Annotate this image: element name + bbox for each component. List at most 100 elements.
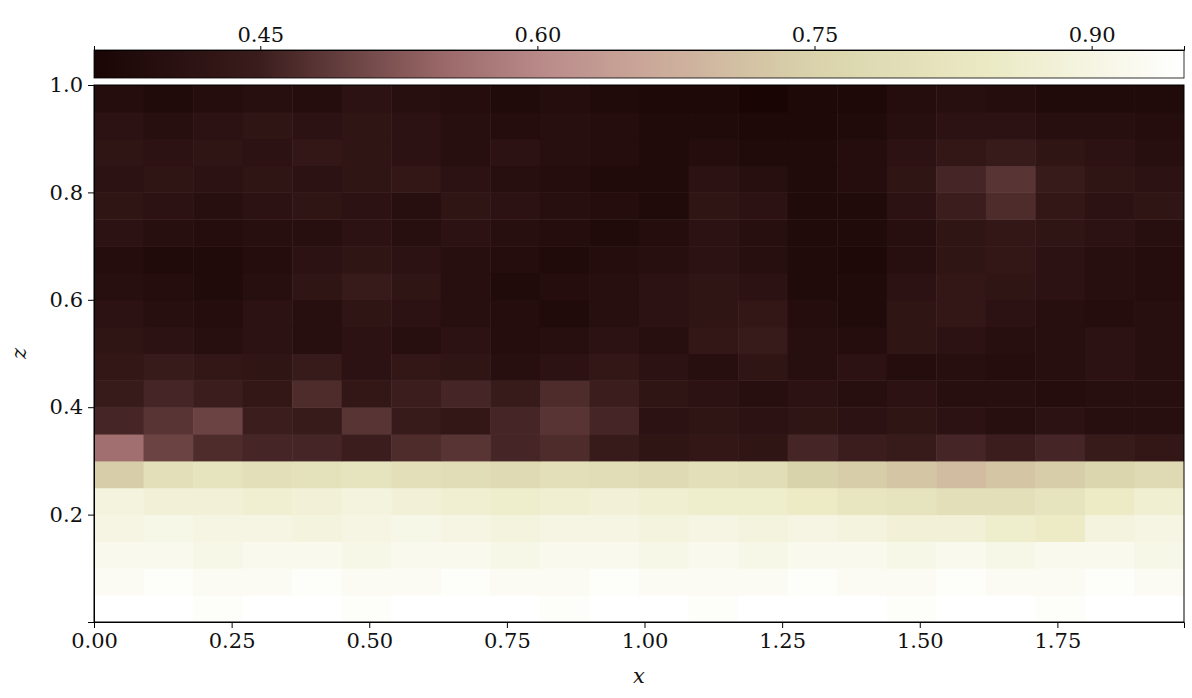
heatmap-cell <box>639 541 689 568</box>
heatmap-cell <box>1035 488 1085 515</box>
colorbar-axis: 0.450.600.750.90 <box>95 23 1185 51</box>
heatmap-cell <box>193 515 243 542</box>
heatmap-cell <box>986 219 1036 246</box>
heatmap-cell <box>193 273 243 300</box>
heatmap-cell <box>1035 139 1085 166</box>
heatmap-cell <box>738 407 788 434</box>
heatmap-cell <box>441 219 491 246</box>
heatmap-cell <box>1035 300 1085 327</box>
heatmap-cell <box>788 273 838 300</box>
tick-mark <box>88 85 94 86</box>
heatmap-cell <box>540 139 590 166</box>
heatmap-cell <box>788 85 838 112</box>
heatmap-cell <box>1035 166 1085 193</box>
heatmap-cell <box>1035 541 1085 568</box>
heatmap-cell <box>94 327 144 354</box>
heatmap-cell <box>589 246 639 273</box>
heatmap-cell <box>490 515 540 542</box>
heatmap-cell <box>391 273 441 300</box>
tick: 0.2 <box>50 503 94 527</box>
heatmap-cell <box>887 300 937 327</box>
heatmap-cell <box>342 488 392 515</box>
heatmap-cell <box>540 515 590 542</box>
heatmap-cell <box>94 85 144 112</box>
heatmap-cell <box>986 595 1036 622</box>
heatmap-cell <box>243 300 293 327</box>
heatmap-cell <box>144 192 194 219</box>
heatmap-cell <box>94 488 144 515</box>
heatmap-cell <box>490 595 540 622</box>
heatmap-cell <box>738 273 788 300</box>
heatmap-cell <box>1134 273 1184 300</box>
plot-frame <box>94 85 1184 622</box>
heatmap-cell <box>490 300 540 327</box>
tick-label: 0.25 <box>209 629 256 653</box>
heatmap-cell <box>639 461 689 488</box>
heatmap-cell <box>639 354 689 381</box>
tick-mark <box>782 622 783 628</box>
heatmap-cell <box>193 595 243 622</box>
heatmap-cell <box>738 568 788 595</box>
heatmap-cell <box>441 192 491 219</box>
heatmap-cell <box>936 515 986 542</box>
heatmap-cell <box>589 488 639 515</box>
heatmap-cells <box>94 85 1184 622</box>
heatmap-cell <box>1085 434 1135 461</box>
heatmap-cell <box>243 327 293 354</box>
y-axis: 0.20.40.60.81.0 <box>50 73 95 622</box>
heatmap-cell <box>738 139 788 166</box>
tick: 0.75 <box>792 23 839 50</box>
heatmap-cell <box>689 166 739 193</box>
heatmap-cell <box>689 407 739 434</box>
heatmap-cell <box>490 112 540 139</box>
heatmap-cell <box>540 461 590 488</box>
heatmap-cell <box>837 541 887 568</box>
tick-label: 0.50 <box>346 629 393 653</box>
heatmap-cell <box>490 407 540 434</box>
x-axis-title: x <box>633 664 645 688</box>
heatmap-cell <box>540 568 590 595</box>
heatmap-cell <box>243 595 293 622</box>
heatmap-cell <box>837 273 887 300</box>
heatmap-cell <box>94 434 144 461</box>
tick: 1.50 <box>897 622 944 653</box>
heatmap-cell <box>986 434 1036 461</box>
heatmap-cell <box>540 407 590 434</box>
heatmap-cell <box>936 461 986 488</box>
heatmap-cell <box>936 300 986 327</box>
heatmap-cell <box>490 327 540 354</box>
heatmap-cell <box>243 541 293 568</box>
heatmap-cell <box>936 166 986 193</box>
heatmap-cell <box>292 112 342 139</box>
heatmap-cell <box>639 112 689 139</box>
heatmap-cell <box>540 595 590 622</box>
heatmap-cell <box>936 380 986 407</box>
heatmap-cell <box>738 515 788 542</box>
heatmap-cell <box>391 488 441 515</box>
heatmap-cell <box>1035 327 1085 354</box>
heatmap-cell <box>936 595 986 622</box>
heatmap-cell <box>193 192 243 219</box>
heatmap-cell <box>193 112 243 139</box>
y-axis-title: z <box>7 347 31 360</box>
heatmap-cell <box>788 515 838 542</box>
heatmap-cell <box>936 327 986 354</box>
heatmap-cell <box>887 407 937 434</box>
tick: 0.90 <box>1069 23 1116 50</box>
heatmap-cell <box>193 461 243 488</box>
heatmap-cell <box>94 112 144 139</box>
heatmap-cell <box>589 515 639 542</box>
heatmap-cell <box>490 380 540 407</box>
heatmap-cell <box>342 246 392 273</box>
tick: 1.75 <box>1035 622 1082 653</box>
heatmap-cell <box>788 354 838 381</box>
heatmap-cell <box>540 434 590 461</box>
heatmap-cell <box>1085 380 1135 407</box>
heatmap-cell <box>144 273 194 300</box>
heatmap-cell <box>689 595 739 622</box>
heatmap-cell <box>292 488 342 515</box>
heatmap-cell <box>193 488 243 515</box>
heatmap-cell <box>441 461 491 488</box>
heatmap-cell <box>1085 541 1135 568</box>
heatmap-cell <box>391 219 441 246</box>
